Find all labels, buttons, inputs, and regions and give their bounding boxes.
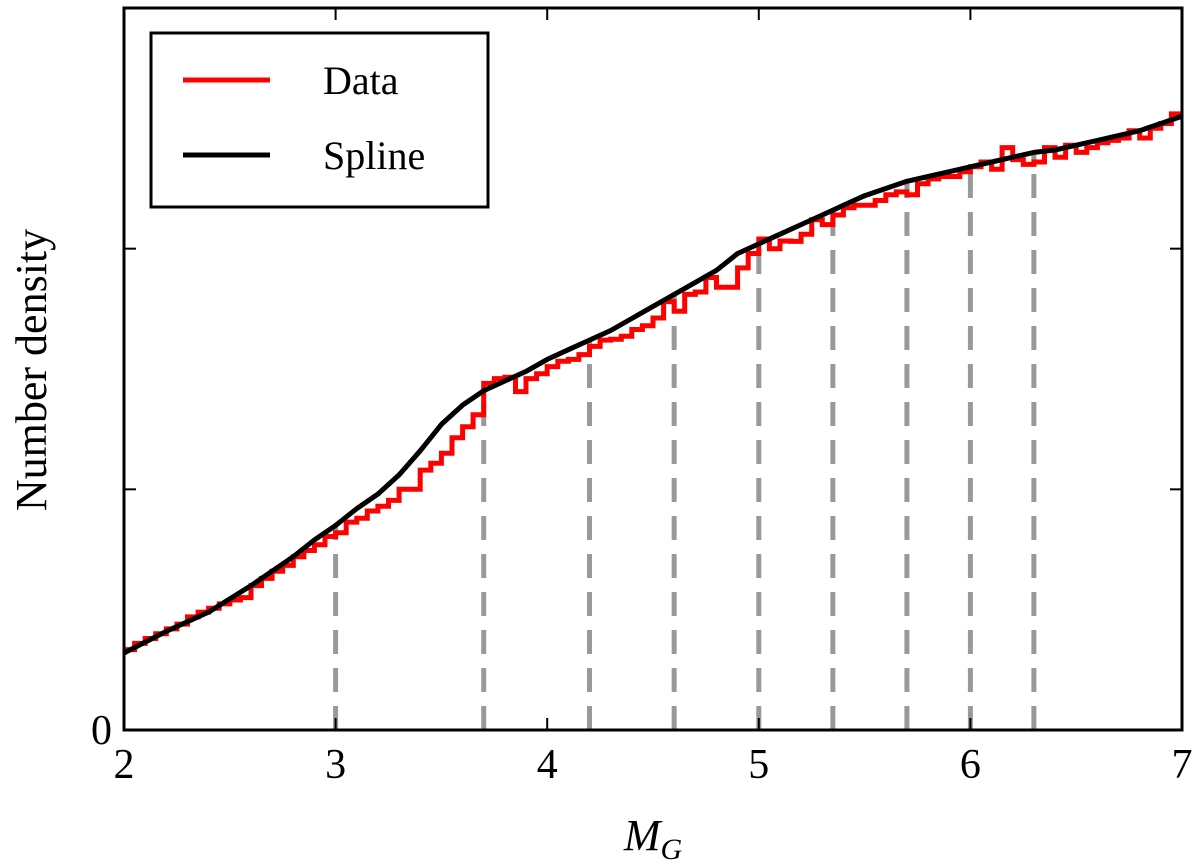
plot-frame <box>122 6 1184 732</box>
x-axis-title-main: M <box>623 811 663 860</box>
legend-label-data: Data <box>323 58 399 103</box>
legend-label-spline: Spline <box>323 133 425 178</box>
spline-line <box>122 113 1183 656</box>
x-tick-label-3: 5 <box>748 742 769 788</box>
legend: Data Spline <box>149 31 490 209</box>
x-tick-label-4: 6 <box>960 742 981 788</box>
knot-lines <box>333 152 1037 730</box>
x-axis-title-sub: G <box>660 833 682 864</box>
x-tick-label-2: 4 <box>537 742 558 788</box>
data-series-layer <box>124 111 1182 653</box>
x-tick-label-1: 3 <box>325 742 346 788</box>
data-step-line <box>124 111 1182 653</box>
x-tick-label-0: 2 <box>114 742 135 788</box>
x-tick-label-5: 7 <box>1172 742 1193 788</box>
legend-box <box>149 31 490 209</box>
y-axis-title: Number density <box>7 229 56 511</box>
y-tick-label-0: 0 <box>91 708 112 754</box>
spline-series-layer <box>122 113 1183 656</box>
y-tick-labels: 0 <box>91 708 112 754</box>
x-axis-title: MG <box>623 811 683 864</box>
x-tick-labels: 2 3 4 5 6 7 <box>114 742 1193 788</box>
